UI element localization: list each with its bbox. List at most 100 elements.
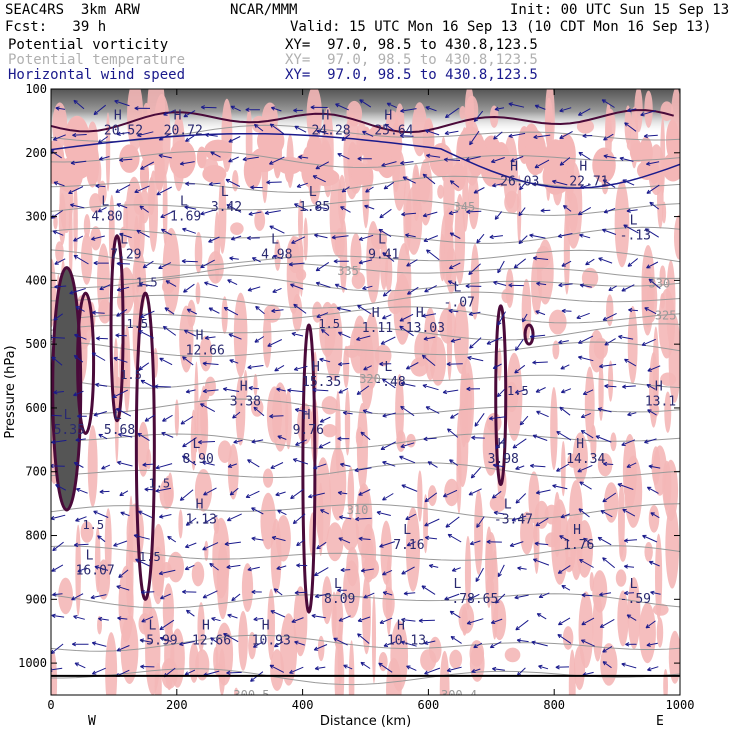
wind-vector <box>316 541 327 550</box>
wind-vector <box>444 593 460 601</box>
wind-vector <box>358 259 373 265</box>
wind-vector <box>646 184 660 194</box>
wind-vector <box>186 308 198 315</box>
wind-vector <box>643 133 658 139</box>
pv-fill-blob <box>164 621 175 691</box>
pv-contour-column <box>109 234 125 423</box>
pv-fill-blob <box>644 90 653 128</box>
pv-fill-blob <box>353 315 367 357</box>
theta-label: 335 <box>337 264 359 278</box>
pv-fill-blob <box>297 199 303 245</box>
wind-vector <box>514 594 529 600</box>
wind-vector <box>203 487 217 496</box>
extremum-type: L <box>504 497 512 512</box>
wind-vector <box>495 593 506 604</box>
y-tick-label: 900 <box>25 592 47 606</box>
wind-vector <box>133 533 150 540</box>
wind-vector <box>52 541 64 552</box>
wind-vector <box>382 289 392 297</box>
wind-vector <box>291 236 306 244</box>
wind-vector <box>296 563 308 568</box>
pv-fill-blob <box>615 569 627 587</box>
wind-vector <box>95 183 106 189</box>
wind-vector <box>496 388 505 398</box>
field-wind-name: Horizontal wind speed <box>8 67 186 83</box>
wind-vector <box>600 510 613 518</box>
extremum-value: 1.13 <box>186 512 217 527</box>
theta-contour <box>51 263 680 280</box>
wind-vector <box>251 257 261 263</box>
wind-vector <box>534 541 549 546</box>
wind-vector <box>315 261 330 272</box>
extremum-value: -5.99 <box>138 634 177 649</box>
wind-vector <box>269 156 285 165</box>
wind-vector <box>180 416 194 425</box>
wind-vector <box>269 123 285 135</box>
wind-vector <box>577 464 593 473</box>
wind-vector <box>476 516 485 528</box>
wind-vector <box>403 591 416 596</box>
wind-vector <box>276 387 286 392</box>
east-label: E <box>656 714 664 729</box>
wind-vector <box>185 517 197 526</box>
extremum-value: 3.42 <box>211 200 242 215</box>
wind-vector <box>443 157 461 162</box>
pv-fill-blob <box>73 182 78 261</box>
wind-vector <box>182 227 196 234</box>
wind-vector <box>559 130 573 139</box>
wind-vector <box>473 110 484 123</box>
wind-vector <box>486 336 503 345</box>
wind-vector <box>251 507 264 515</box>
wind-vector <box>401 566 415 575</box>
wind-vector <box>376 510 391 516</box>
pv-fill-blob <box>457 128 482 165</box>
pv-fill-blob <box>459 105 466 120</box>
pv-fill-blob <box>232 169 239 192</box>
pv-fill-blob <box>270 649 284 692</box>
wind-vector <box>52 592 63 597</box>
wind-vector <box>582 389 594 395</box>
pv-contour-tropopause <box>51 109 674 134</box>
wind-vector <box>226 513 242 522</box>
wind-vector <box>447 280 459 287</box>
wind-vector <box>622 179 635 186</box>
wind-vector <box>427 461 438 468</box>
wind-vector <box>294 125 307 133</box>
pv-fill-blob <box>105 632 118 695</box>
pv-fill-blob <box>365 538 374 574</box>
wind-vector <box>580 430 594 439</box>
wind-vector <box>626 462 637 468</box>
pv-fill-blob <box>221 296 228 334</box>
wind-vector <box>581 593 593 598</box>
wind-vector <box>405 233 416 238</box>
wind-vector <box>337 331 351 339</box>
wind-vector <box>93 411 107 417</box>
wind-vector <box>473 187 485 194</box>
wind-vector <box>208 236 220 243</box>
wind-vector <box>536 410 549 418</box>
pv-contour-column <box>134 291 156 601</box>
wind-vector <box>383 181 395 190</box>
wind-vector <box>159 357 173 366</box>
wind-vector <box>71 641 89 647</box>
pv-fill-blob <box>380 520 392 585</box>
wind-vector <box>492 463 505 468</box>
wind-vector <box>320 328 330 336</box>
wind-vector <box>536 613 547 620</box>
wind-vector <box>446 361 463 367</box>
wind-vector <box>357 633 370 644</box>
wind-vector <box>360 661 371 669</box>
wind-vector <box>163 110 175 116</box>
wind-vector <box>425 106 437 112</box>
wind-vector <box>424 535 438 541</box>
wind-vector <box>423 436 437 442</box>
pv-fill-blob <box>461 606 468 636</box>
wind-vector <box>226 204 242 213</box>
wind-vector <box>158 514 172 519</box>
wind-vector <box>449 459 459 466</box>
wind-vector <box>254 336 265 343</box>
wind-vector <box>489 641 502 649</box>
extremum-value: 4.80 <box>91 209 122 224</box>
wind-vector <box>646 384 656 390</box>
wind-vector <box>335 103 349 111</box>
